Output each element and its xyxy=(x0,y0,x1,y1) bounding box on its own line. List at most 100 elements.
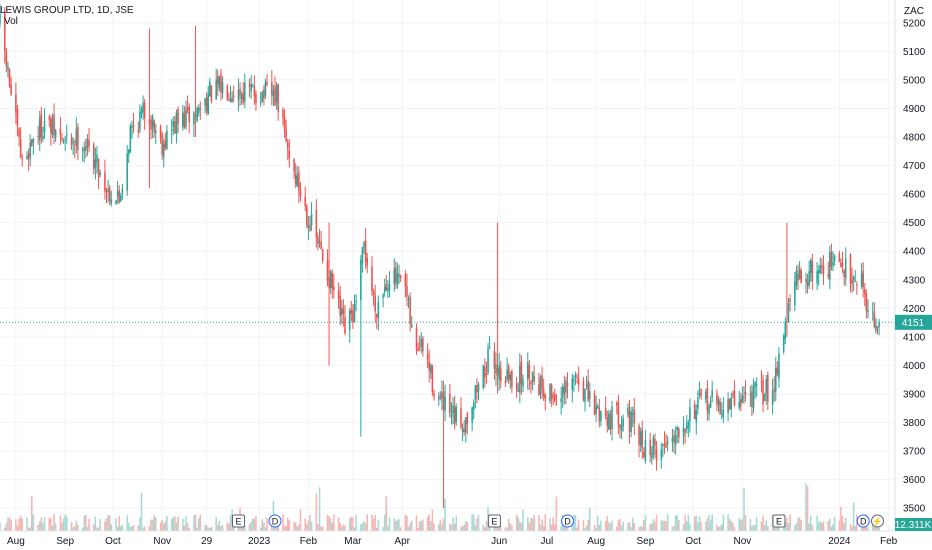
y-tick-label: 5000 xyxy=(903,75,926,86)
event-markers: E D E D E D ⚡ xyxy=(231,514,885,528)
volume-bar xyxy=(844,517,847,531)
candle-body xyxy=(205,97,208,112)
volume-bar xyxy=(450,525,453,531)
volume-bar xyxy=(506,527,508,531)
volume-bar xyxy=(333,514,335,531)
volume-bar xyxy=(131,526,133,531)
volume-bar xyxy=(360,524,362,531)
candle-body xyxy=(533,375,535,382)
candle-body xyxy=(786,321,788,323)
candle-body xyxy=(315,209,318,238)
volume-bar xyxy=(728,519,731,531)
volume-bar xyxy=(172,517,175,531)
volume-bar xyxy=(259,527,262,531)
candle-body xyxy=(600,410,602,421)
candle-body xyxy=(752,386,755,409)
time-axis[interactable]: Aug Sep Oct Nov 29 2023 Feb Mar Apr Jun Jul Aug Sep O… xyxy=(7,536,898,547)
volume-bar xyxy=(552,517,555,531)
volume-bar xyxy=(740,520,742,531)
volume-bar xyxy=(244,525,246,531)
candle-body xyxy=(539,376,542,395)
volume-bar xyxy=(110,524,113,531)
volume-bar xyxy=(511,525,513,531)
last-price-badge xyxy=(895,314,932,330)
candle-body xyxy=(104,172,106,192)
volume-bar xyxy=(549,518,551,531)
candle-body xyxy=(617,402,620,425)
volume-bar xyxy=(340,526,343,531)
candle-body xyxy=(442,391,445,412)
candle-body xyxy=(321,249,324,261)
volume-bar xyxy=(299,509,302,531)
volume-bar xyxy=(544,514,547,531)
candle-body xyxy=(798,269,801,280)
candle-body xyxy=(317,237,319,244)
candle-body xyxy=(97,158,100,178)
candle-body xyxy=(399,274,402,278)
candle-body xyxy=(631,413,634,416)
candle-body xyxy=(348,310,351,331)
volume-bar xyxy=(220,525,222,531)
volume-bar xyxy=(61,522,63,531)
price-axis[interactable]: 3500 3600 3700 3800 3900 4000 4100 4200 4300 4400… xyxy=(903,18,926,514)
volume-bar xyxy=(700,521,702,531)
volume-bar xyxy=(396,519,399,531)
candle-body xyxy=(162,143,165,158)
volume-bar xyxy=(767,525,769,531)
candle-body xyxy=(53,114,55,136)
candle-body xyxy=(550,384,553,400)
volume-bar xyxy=(226,522,229,531)
candle-body xyxy=(355,300,357,303)
candle-body xyxy=(415,327,418,350)
candle-body xyxy=(154,130,157,133)
volume-bar xyxy=(97,527,100,531)
candle-body xyxy=(507,366,510,380)
candle-body xyxy=(544,395,547,400)
candle-body xyxy=(744,391,747,395)
volume-bar xyxy=(652,519,655,531)
candle-body xyxy=(582,380,585,400)
volume-bar xyxy=(293,521,295,531)
candle-body xyxy=(593,393,596,415)
volume-bar xyxy=(8,517,11,531)
volume-bar xyxy=(3,527,6,531)
candle-body xyxy=(352,310,354,323)
volume-bar xyxy=(288,520,291,531)
volume-bar xyxy=(315,493,318,531)
volume-bar xyxy=(251,518,254,531)
volume-bar xyxy=(695,515,698,531)
volume-bar xyxy=(517,517,520,531)
volume-bar xyxy=(600,520,602,531)
candle-body xyxy=(115,200,117,204)
x-tick-label: Jun xyxy=(491,536,507,547)
volume-bar xyxy=(218,520,221,531)
volume-bar xyxy=(608,521,610,531)
candle-body xyxy=(596,406,599,408)
candle-body xyxy=(404,273,407,287)
volume-bar xyxy=(811,525,814,531)
volume-bar xyxy=(393,518,396,531)
candle-body xyxy=(542,389,545,397)
x-tick-label: 2023 xyxy=(248,536,271,547)
volume-bar xyxy=(253,518,256,531)
volume-bar xyxy=(88,518,90,531)
volume-bar xyxy=(350,516,353,531)
candle-body xyxy=(466,413,469,424)
volume-bar xyxy=(339,522,341,531)
volume-bar xyxy=(99,519,101,531)
volume-bar xyxy=(461,526,464,531)
volume-bar xyxy=(216,524,219,531)
candle-body xyxy=(422,338,424,352)
candle-body xyxy=(608,412,610,430)
volume-bar xyxy=(697,522,699,531)
volume-bar xyxy=(140,492,143,531)
volume-bar xyxy=(398,518,400,531)
candle-body xyxy=(299,190,302,197)
volume-bar xyxy=(32,514,35,531)
volume-bar xyxy=(105,518,108,531)
volume-bar xyxy=(388,517,391,531)
candle-body xyxy=(811,261,814,282)
candle-body xyxy=(633,409,636,424)
candle-body xyxy=(471,407,473,423)
